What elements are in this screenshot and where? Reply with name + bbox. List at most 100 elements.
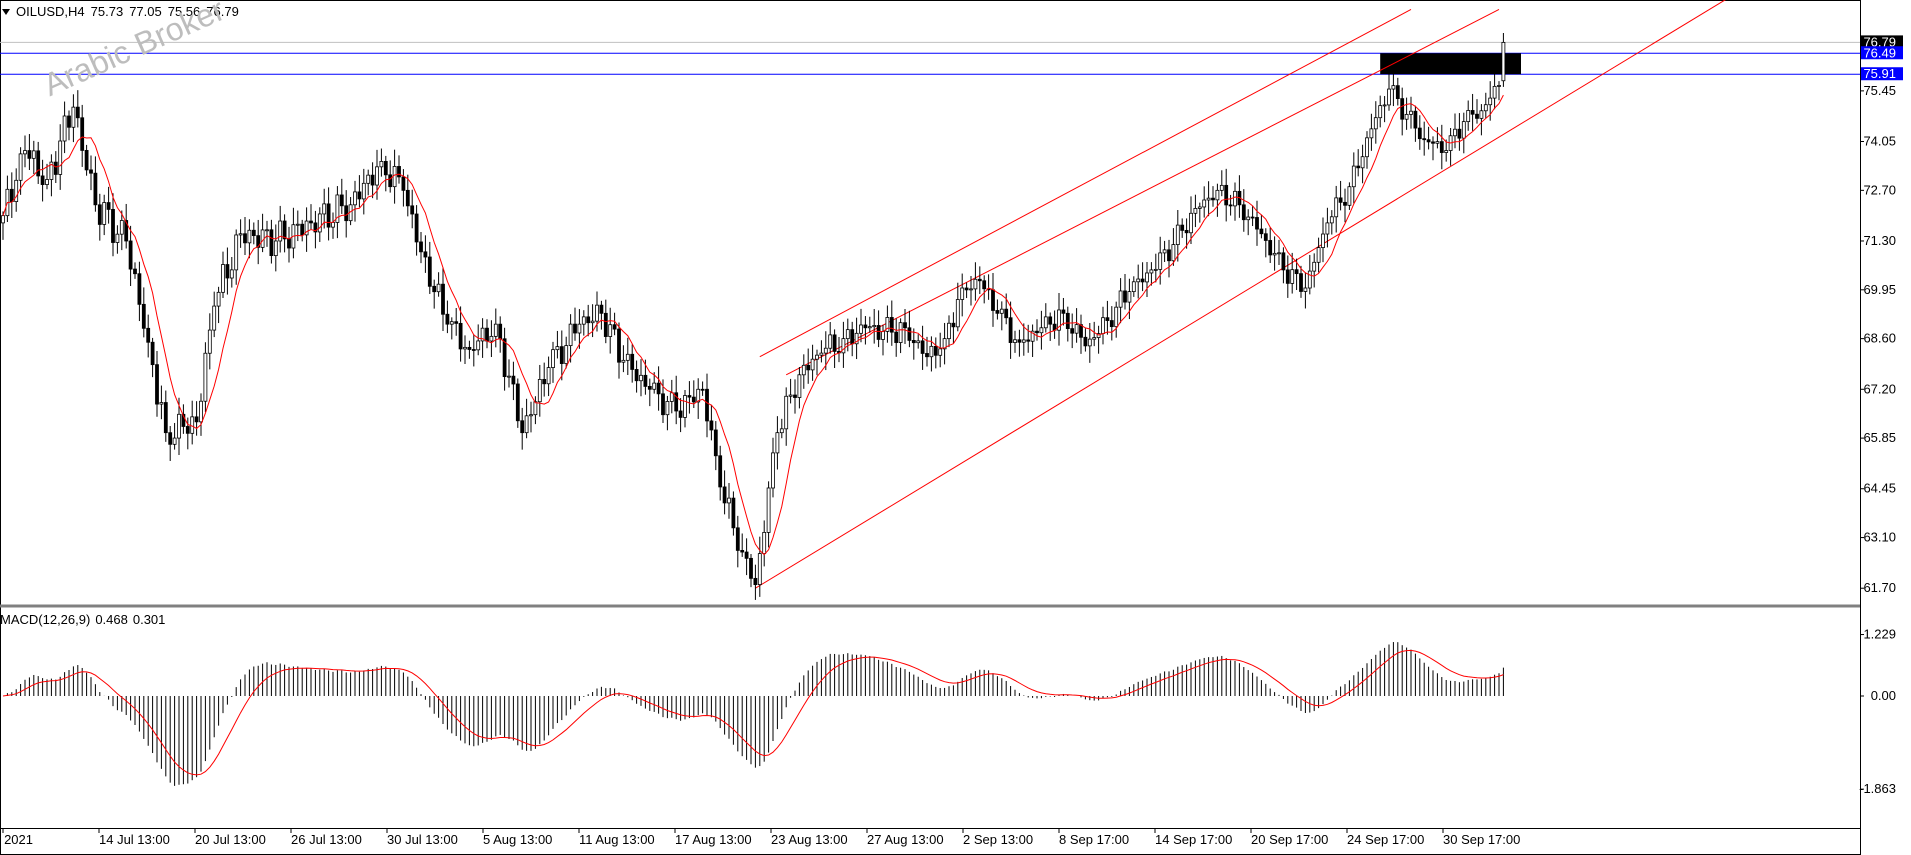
candle-body bbox=[643, 374, 648, 387]
candle-body bbox=[251, 229, 256, 237]
candle-body bbox=[1312, 261, 1317, 272]
price-tag-label: 76.49 bbox=[1863, 45, 1896, 60]
moving-average-line bbox=[2, 94, 1504, 556]
candle-body bbox=[97, 204, 102, 225]
candle-body bbox=[49, 161, 54, 180]
candle-body bbox=[1373, 117, 1378, 130]
channel-line-upper[interactable] bbox=[759, 9, 1412, 358]
candle-body bbox=[168, 432, 173, 445]
candle-body bbox=[1409, 110, 1413, 115]
candle-body bbox=[432, 285, 437, 293]
candle-body bbox=[1281, 252, 1286, 271]
candle-body bbox=[471, 349, 476, 351]
candle-body bbox=[287, 238, 291, 249]
candle-body bbox=[1118, 290, 1123, 308]
price-tag-box[interactable] bbox=[1861, 35, 1903, 49]
candle-body bbox=[247, 229, 252, 244]
price-tick-label: 68.60 bbox=[1863, 331, 1896, 346]
candle-body bbox=[150, 341, 155, 366]
candle-body bbox=[1404, 113, 1409, 120]
candle-body bbox=[1175, 224, 1180, 245]
price-tag-box[interactable] bbox=[1861, 46, 1903, 60]
candle-body bbox=[542, 378, 547, 385]
candle-body bbox=[441, 283, 445, 315]
price-tick-label: 61.70 bbox=[1863, 580, 1896, 595]
candle-body bbox=[1206, 197, 1211, 201]
candle-body bbox=[564, 345, 569, 364]
candle-body bbox=[665, 401, 670, 416]
candle-body bbox=[1184, 229, 1189, 234]
candle-body bbox=[256, 235, 261, 248]
candle-body bbox=[1316, 247, 1321, 263]
candle-body bbox=[1008, 317, 1013, 343]
candle-body bbox=[124, 220, 129, 242]
candle-body bbox=[335, 194, 340, 223]
time-tick-label: 2 Sep 13:00 bbox=[963, 832, 1033, 847]
candle-body bbox=[1074, 324, 1079, 334]
candle-body bbox=[1043, 316, 1048, 329]
candle-body bbox=[669, 392, 674, 402]
candle-body bbox=[749, 557, 753, 579]
candle-body bbox=[832, 334, 837, 352]
candle-body bbox=[581, 316, 586, 325]
candle-body bbox=[1219, 184, 1224, 191]
candle-body bbox=[40, 175, 45, 185]
candle-body bbox=[31, 150, 36, 159]
candle-body bbox=[898, 322, 903, 343]
candle-body bbox=[713, 429, 718, 457]
candle-body bbox=[546, 367, 551, 385]
candle-body bbox=[1453, 128, 1457, 137]
candle-body bbox=[357, 191, 362, 200]
candle-body bbox=[1048, 316, 1053, 325]
price-tag-box[interactable] bbox=[1861, 67, 1903, 81]
candle-body bbox=[1391, 85, 1396, 90]
candle-body bbox=[727, 497, 731, 504]
candle-body bbox=[771, 452, 775, 489]
candle-body bbox=[515, 383, 520, 422]
candle-body bbox=[1079, 324, 1083, 338]
candle-body bbox=[929, 345, 934, 358]
price-tick-label: 75.45 bbox=[1863, 83, 1896, 98]
candle-body bbox=[1070, 328, 1075, 334]
candle-body bbox=[810, 358, 815, 371]
time-tick-label: 20 Sep 17:00 bbox=[1251, 832, 1328, 847]
candle-body bbox=[163, 402, 168, 434]
candle-body bbox=[115, 233, 120, 243]
candle-body bbox=[696, 388, 701, 403]
candle-body bbox=[537, 378, 542, 403]
candle-body bbox=[1431, 141, 1435, 144]
candle-body bbox=[1483, 104, 1488, 112]
channel-line-lower[interactable] bbox=[755, 0, 1763, 589]
resistance-zone-rectangle[interactable] bbox=[1380, 53, 1521, 75]
candle-body bbox=[427, 256, 432, 287]
candle-body bbox=[1021, 339, 1026, 343]
candle-body bbox=[265, 229, 269, 232]
candle-body bbox=[1294, 269, 1299, 275]
candle-body bbox=[942, 338, 947, 350]
candle-body bbox=[876, 325, 881, 340]
candle-body bbox=[295, 223, 300, 226]
candle-body bbox=[339, 194, 344, 207]
time-tick-label: 26 Jul 13:00 bbox=[291, 832, 362, 847]
candle-body bbox=[1189, 212, 1193, 234]
price-tag-label: 75.91 bbox=[1863, 66, 1896, 81]
price-tag-label: 76.79 bbox=[1863, 34, 1896, 49]
candle-body bbox=[313, 222, 318, 233]
candle-body bbox=[1417, 127, 1422, 140]
candle-body bbox=[863, 324, 868, 329]
candle-body bbox=[53, 161, 58, 175]
candle-body bbox=[1435, 141, 1440, 144]
candle-body bbox=[819, 352, 824, 356]
candle-body bbox=[67, 115, 71, 128]
candle-body bbox=[854, 332, 859, 345]
candle-body bbox=[991, 289, 995, 311]
candle-body bbox=[75, 106, 80, 119]
candle-body bbox=[841, 338, 846, 354]
candle-body bbox=[1140, 278, 1145, 283]
candle-body bbox=[766, 487, 771, 533]
candle-body bbox=[62, 115, 67, 142]
candle-body bbox=[621, 359, 626, 363]
candle-body bbox=[612, 324, 617, 330]
